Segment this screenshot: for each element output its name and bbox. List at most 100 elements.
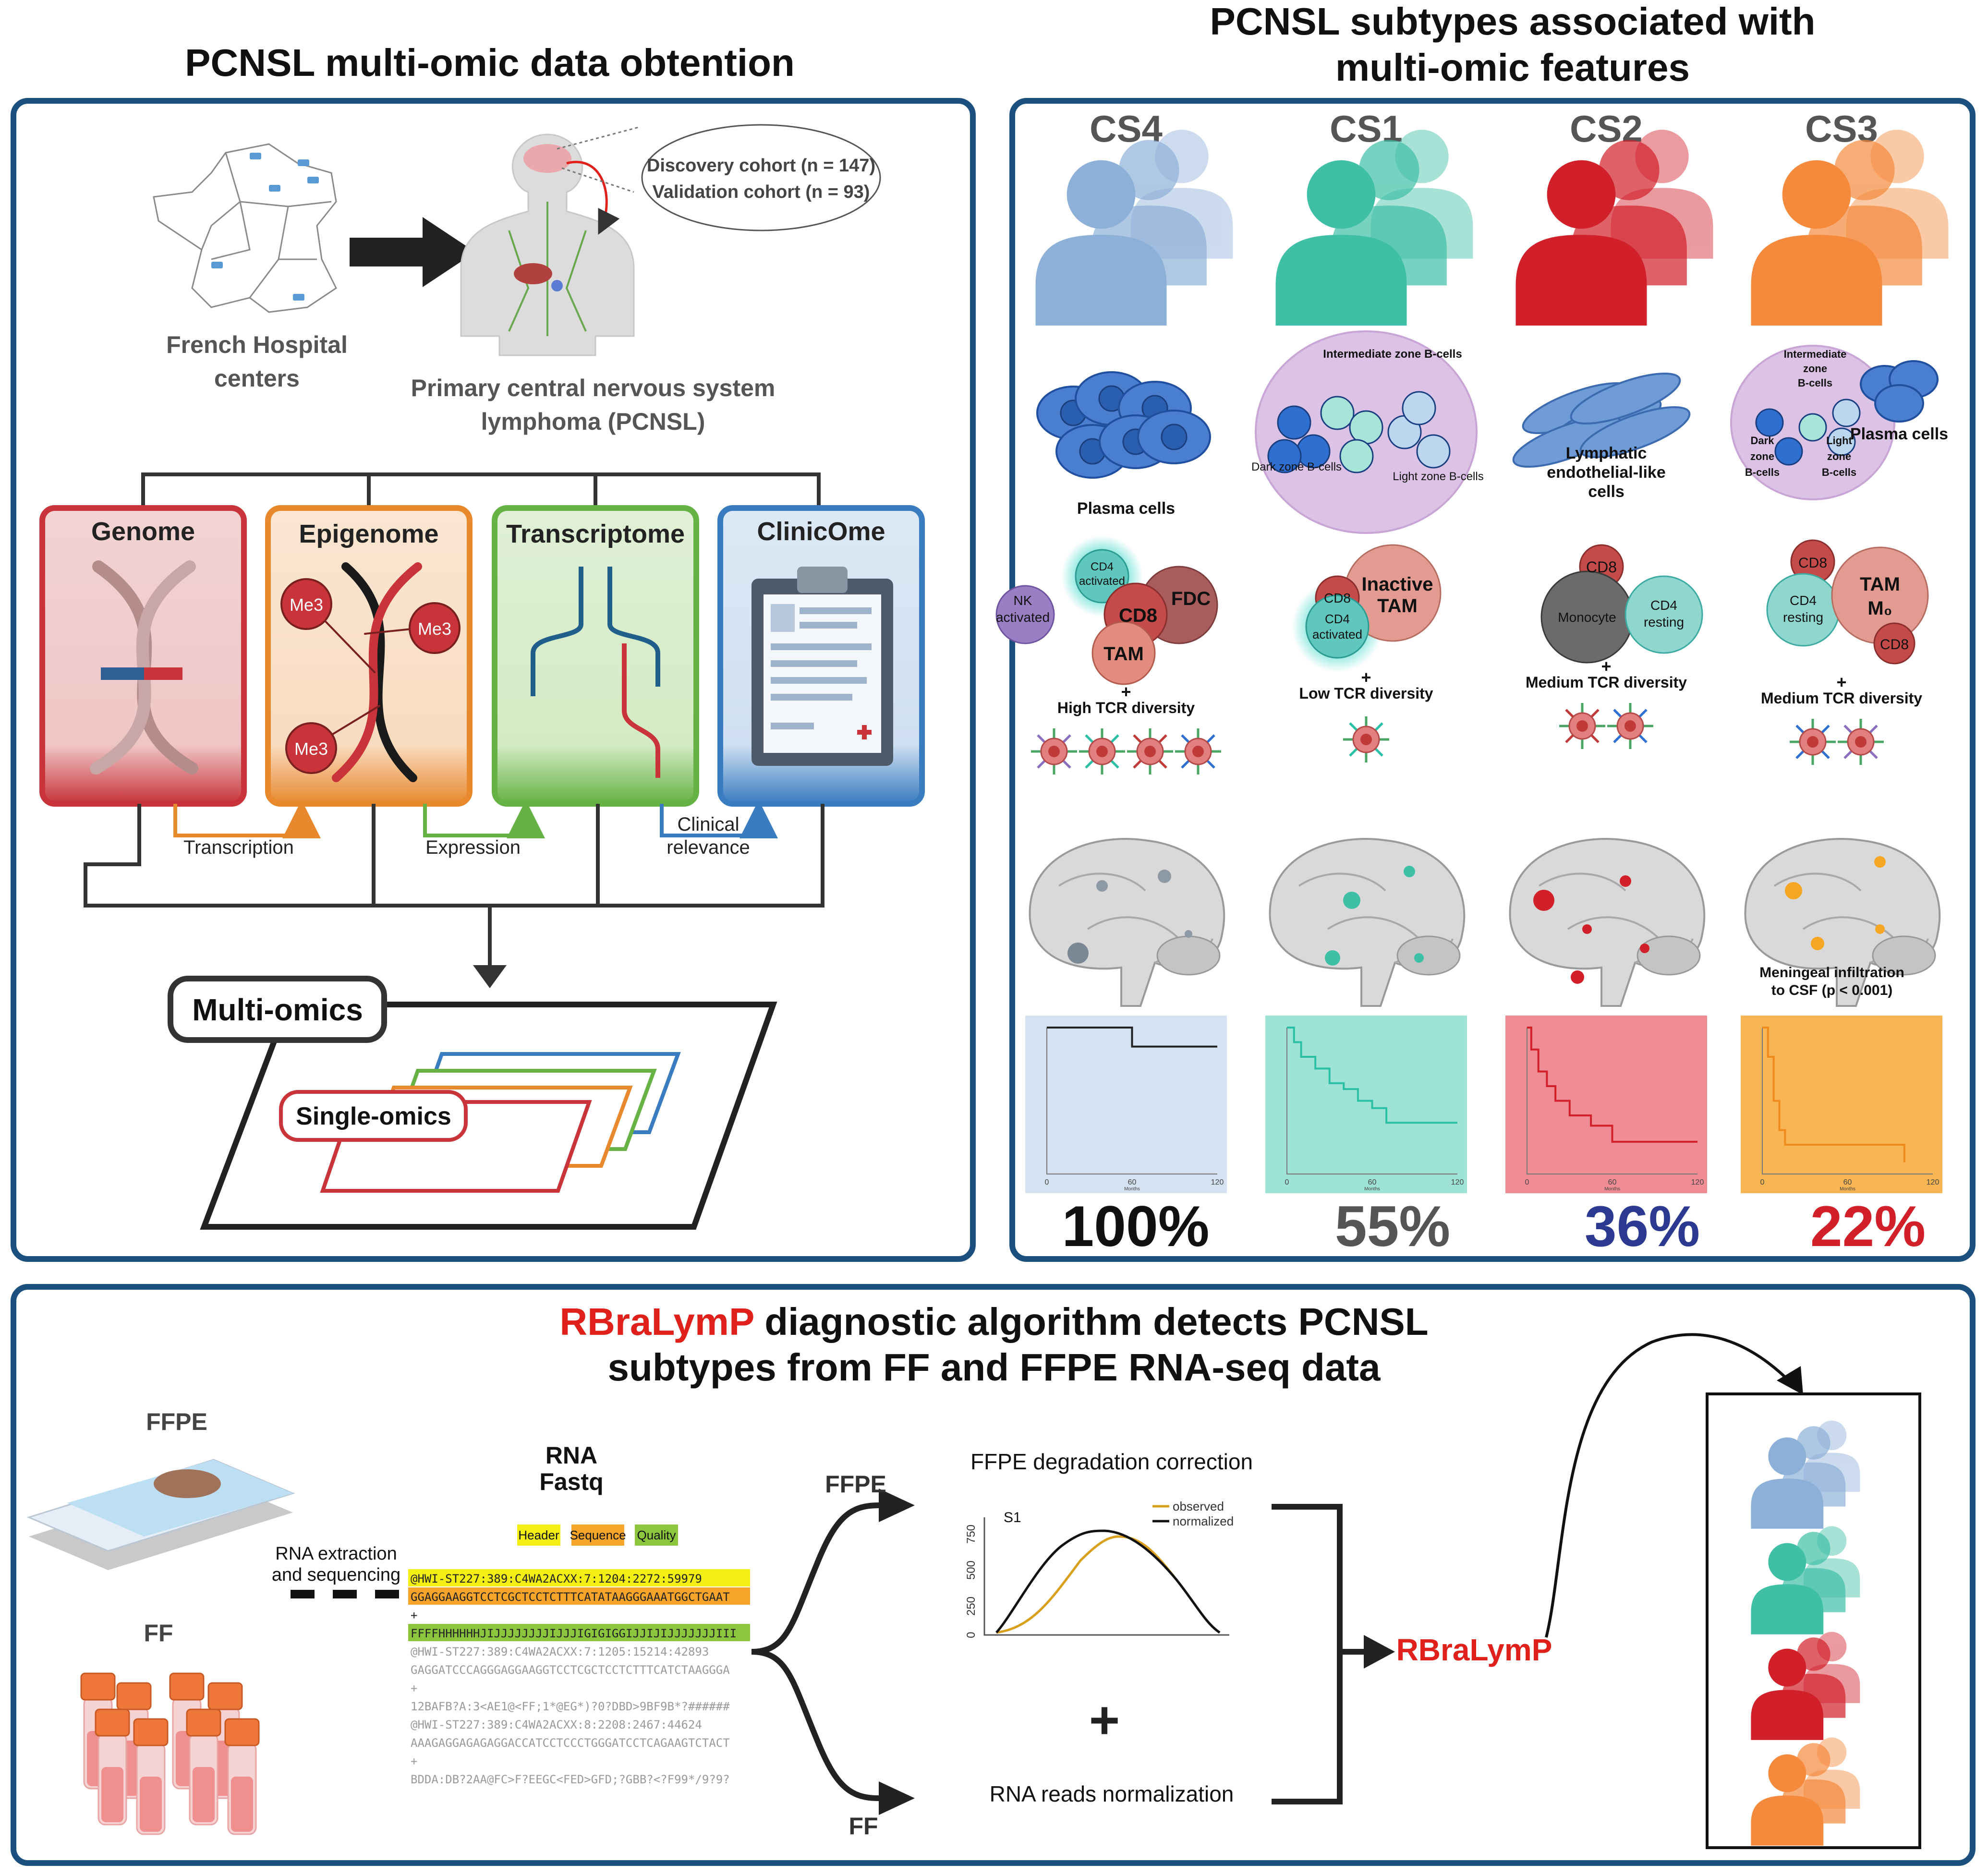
tme-label: CD8	[1324, 591, 1351, 605]
tcr-diversity-label: Medium TCR diversity	[1761, 690, 1922, 707]
person-body	[1751, 1690, 1824, 1740]
tcr-receptor	[1181, 734, 1189, 743]
km-xaxis-label: Months	[1604, 1186, 1620, 1192]
clinical-label-line1: Clinical	[678, 814, 739, 835]
cell-type-label: Intermediate zone B-cells	[1323, 348, 1462, 361]
tme-label: activated	[996, 610, 1050, 625]
plot-legend-normalized: normalized	[1173, 1514, 1234, 1528]
meningeal-label-line1: Meningeal infiltration	[1759, 965, 1904, 980]
disease-label-line2: lymphoma (PCNSL)	[481, 408, 705, 435]
t-cell-icon	[1079, 728, 1125, 775]
person-icon-front	[1515, 160, 1647, 326]
tcr-receptor	[1063, 734, 1071, 743]
plot-ytick: 750	[965, 1525, 978, 1544]
plot-ytick: 250	[965, 1597, 978, 1616]
me3-label: Me3	[294, 739, 328, 759]
cerebellum	[1636, 935, 1701, 976]
algorithm-label: RBraLymP	[1396, 1633, 1552, 1667]
person-icon-front	[1751, 1754, 1824, 1846]
cell-type-label: cells	[1588, 483, 1624, 501]
tcr-receptor	[1843, 750, 1852, 759]
tcr-receptor	[1565, 709, 1574, 717]
tcr-receptor	[1133, 760, 1141, 769]
plus-sign: +	[1089, 1691, 1120, 1750]
lesion-dot	[1185, 930, 1192, 938]
plus-sign: +	[1121, 682, 1131, 702]
omics-tree-connector	[141, 472, 821, 508]
lesion-dot	[1404, 866, 1415, 877]
france-map	[153, 143, 337, 313]
lesion-dot	[1640, 944, 1649, 953]
person-icon-front	[1751, 1648, 1824, 1740]
km-survival-plot: 0 60 120 Months	[1025, 1016, 1227, 1193]
km-plot-background	[1265, 1016, 1467, 1193]
tme-label: CD4	[1091, 560, 1114, 573]
fastq-line: +	[411, 1609, 417, 1622]
t-cell-icon	[1343, 716, 1389, 763]
extraction-label-line1: RNA extraction	[275, 1544, 397, 1564]
fastq-line: BDDA:DB?2AA@FC>F?EEGC<FED>GFD;?GBB?<?F99…	[411, 1773, 730, 1786]
tme-label: TAM	[1377, 595, 1418, 617]
survival-percentage: 36%	[1585, 1194, 1700, 1259]
b-cell	[1320, 396, 1355, 430]
omics-box-transcriptome: Transcriptome	[492, 505, 699, 807]
lesion-dot	[1875, 924, 1885, 934]
hospital-icons	[211, 153, 319, 301]
cd4-cell	[1075, 549, 1129, 604]
b-cell	[1827, 427, 1856, 456]
b-cell	[1798, 413, 1827, 442]
tme-label: CD4	[1650, 598, 1677, 613]
merge-arrowhead	[1364, 1635, 1395, 1669]
panel3-title-line1: RBraLymP diagnostic algorithm detects PC…	[559, 1300, 1428, 1343]
omics-label-transcriptome: Transcriptome	[506, 520, 685, 548]
cell-sublabel: zone	[1803, 363, 1827, 375]
cd4-cell	[1305, 594, 1370, 659]
tcr-receptor	[1591, 709, 1600, 717]
tme-label: activated	[1312, 627, 1362, 641]
tme-label: activated	[1079, 575, 1125, 588]
branch-connector	[751, 1502, 879, 1801]
tcr-receptor	[1639, 709, 1648, 717]
legend-sequence-label: Sequence	[570, 1528, 626, 1542]
km-xtick-label: 120	[1691, 1178, 1704, 1186]
km-survival-curve	[1287, 1027, 1457, 1124]
clipboard-icon	[752, 567, 893, 766]
b-cell	[1416, 434, 1451, 469]
lesion-dot	[1533, 890, 1554, 911]
ff-sample-label: FF	[144, 1620, 173, 1646]
t-cell-nucleus	[1576, 720, 1588, 732]
tcr-receptor	[1821, 725, 1830, 733]
legend-sequence-swatch	[571, 1525, 624, 1546]
plot-ytick: 500	[965, 1561, 978, 1580]
nk-cell	[995, 585, 1055, 644]
expression-arrow	[423, 800, 545, 838]
b-cell	[1832, 399, 1861, 427]
sample-tube	[133, 1718, 169, 1835]
tme-label: CD8	[1119, 605, 1157, 626]
tcr-receptor	[1207, 734, 1215, 743]
tme-label: Monocyte	[1558, 610, 1616, 625]
tcr-diversity-label: Medium TCR diversity	[1526, 674, 1687, 691]
tcr-receptor	[1133, 734, 1141, 743]
km-plot-background	[1025, 1016, 1227, 1193]
tcr-receptor	[1639, 735, 1648, 743]
branch-ffpe-arrowhead	[879, 1489, 915, 1522]
km-axes	[1527, 1028, 1697, 1174]
person-body	[1035, 235, 1167, 326]
lesion-dot	[1785, 882, 1802, 899]
multi-omics-label: Multi-omics	[192, 992, 363, 1027]
lesion-dot	[1620, 875, 1631, 887]
person-icon-front	[1751, 1543, 1824, 1634]
tcr-receptor	[1159, 734, 1167, 743]
tube-content	[193, 1767, 215, 1822]
lesion-dot	[1571, 970, 1584, 984]
meningeal-label-line2: to CSF (p < 0.001)	[1771, 982, 1893, 998]
person-head	[1768, 1648, 1806, 1687]
b-cell	[1402, 391, 1436, 425]
tme-label: CD4	[1790, 593, 1817, 608]
tcr-receptor	[1111, 760, 1119, 769]
km-survival-curve	[1047, 1027, 1217, 1048]
